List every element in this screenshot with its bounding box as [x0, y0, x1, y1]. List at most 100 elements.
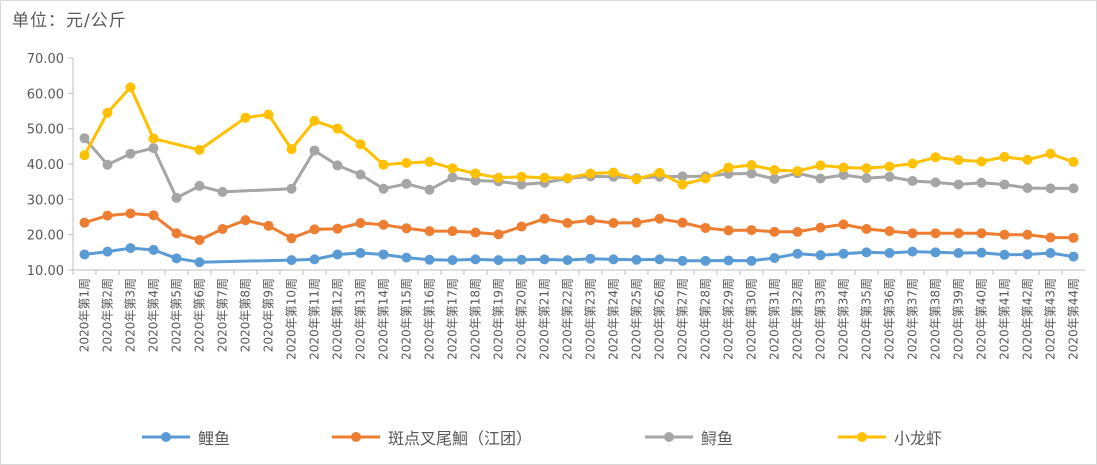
- data-point: [999, 151, 1010, 162]
- x-tick-label: 2020年第12周: [331, 278, 345, 360]
- data-point: [723, 162, 734, 173]
- data-point: [976, 177, 987, 188]
- data-point: [953, 248, 964, 259]
- x-tick-label: 2020年第32周: [791, 278, 805, 360]
- data-point: [378, 159, 389, 170]
- data-point: [447, 163, 458, 174]
- legend-swatch: [645, 432, 693, 442]
- data-point: [861, 224, 872, 235]
- legend-item: 小龙虾: [838, 424, 942, 450]
- data-point: [792, 166, 803, 177]
- data-point: [769, 173, 780, 184]
- data-point: [654, 167, 665, 178]
- data-point: [746, 225, 757, 236]
- x-tick-label: 2020年第21周: [538, 278, 552, 360]
- data-point: [539, 213, 550, 224]
- x-tick-label: 2020年第8周: [239, 278, 253, 352]
- data-point: [700, 255, 711, 266]
- data-point: [148, 143, 159, 154]
- data-point: [1022, 183, 1033, 194]
- data-point: [815, 173, 826, 184]
- x-tick-label: 2020年第25周: [630, 278, 644, 360]
- data-point: [171, 228, 182, 239]
- data-point: [447, 226, 458, 237]
- x-tick-label: 2020年第5周: [170, 278, 184, 352]
- x-tick-label: 2020年第30周: [745, 278, 759, 360]
- data-point: [953, 155, 964, 166]
- data-point: [907, 175, 918, 186]
- unit-label: 单位：元/公斤: [12, 11, 127, 31]
- x-tick-label: 2020年第20周: [515, 278, 529, 360]
- data-point: [148, 210, 159, 221]
- data-point: [309, 254, 320, 265]
- data-point: [309, 115, 320, 126]
- data-point: [79, 133, 90, 144]
- data-point: [1068, 251, 1079, 262]
- x-tick-label: 2020年第7周: [216, 278, 230, 352]
- data-point: [355, 169, 366, 180]
- data-point: [1022, 249, 1033, 260]
- data-point: [631, 217, 642, 228]
- data-point: [539, 172, 550, 183]
- data-point: [516, 254, 527, 265]
- data-point: [355, 248, 366, 259]
- data-point: [470, 254, 481, 265]
- data-point: [746, 255, 757, 266]
- x-tick-label: 2020年第2周: [101, 278, 115, 352]
- data-point: [976, 228, 987, 239]
- data-point: [608, 218, 619, 229]
- x-tick-label: 2020年第10周: [285, 278, 299, 360]
- data-point: [424, 184, 435, 195]
- data-point: [1045, 232, 1056, 243]
- y-tick-label: 40.00: [27, 158, 64, 173]
- legend-swatch: [332, 432, 380, 442]
- data-point: [700, 222, 711, 233]
- data-point: [493, 255, 504, 266]
- data-point: [930, 228, 941, 239]
- y-tick-label: 70.00: [27, 52, 64, 67]
- legend-label: 小龙虾: [894, 429, 943, 448]
- data-point: [930, 152, 941, 163]
- data-point: [861, 163, 872, 174]
- x-tick-label: 2020年第4周: [147, 278, 161, 352]
- data-point: [125, 82, 136, 93]
- series-line-1: [84, 212, 1074, 242]
- data-point: [769, 252, 780, 263]
- data-point: [815, 222, 826, 233]
- data-point: [861, 247, 872, 258]
- y-tick-label: 60.00: [27, 87, 64, 102]
- data-point: [884, 161, 895, 172]
- chart-legend: 鲤鱼 斑点叉尾鮰（江团） 鲟鱼 小龙虾: [0, 424, 1097, 450]
- data-point: [723, 225, 734, 236]
- x-tick-label: 2020年第18周: [469, 278, 483, 360]
- data-point: [516, 171, 527, 182]
- data-point: [217, 224, 228, 235]
- data-point: [976, 156, 987, 167]
- data-point: [447, 172, 458, 183]
- data-point: [884, 226, 895, 237]
- data-point: [79, 217, 90, 228]
- data-point: [148, 244, 159, 255]
- y-tick-label: 20.00: [27, 229, 64, 244]
- data-point: [700, 173, 711, 184]
- data-point: [677, 255, 688, 266]
- data-point: [884, 248, 895, 259]
- data-point: [746, 168, 757, 179]
- x-tick-label: 2020年第19周: [492, 278, 506, 360]
- series-line-3: [83, 85, 1074, 186]
- data-point: [102, 246, 113, 257]
- x-tick-label: 2020年第3周: [124, 278, 138, 352]
- data-point: [1022, 229, 1033, 240]
- data-point: [723, 255, 734, 266]
- data-point: [1045, 183, 1056, 194]
- data-point: [378, 249, 389, 260]
- data-point: [263, 220, 274, 231]
- data-point: [102, 159, 113, 170]
- x-tick-label: 2020年第27周: [676, 278, 690, 360]
- data-point: [631, 254, 642, 265]
- x-tick-label: 2020年第24周: [607, 278, 621, 360]
- data-point: [424, 156, 435, 167]
- x-tick-label: 2020年第14周: [377, 278, 391, 360]
- data-point: [171, 253, 182, 264]
